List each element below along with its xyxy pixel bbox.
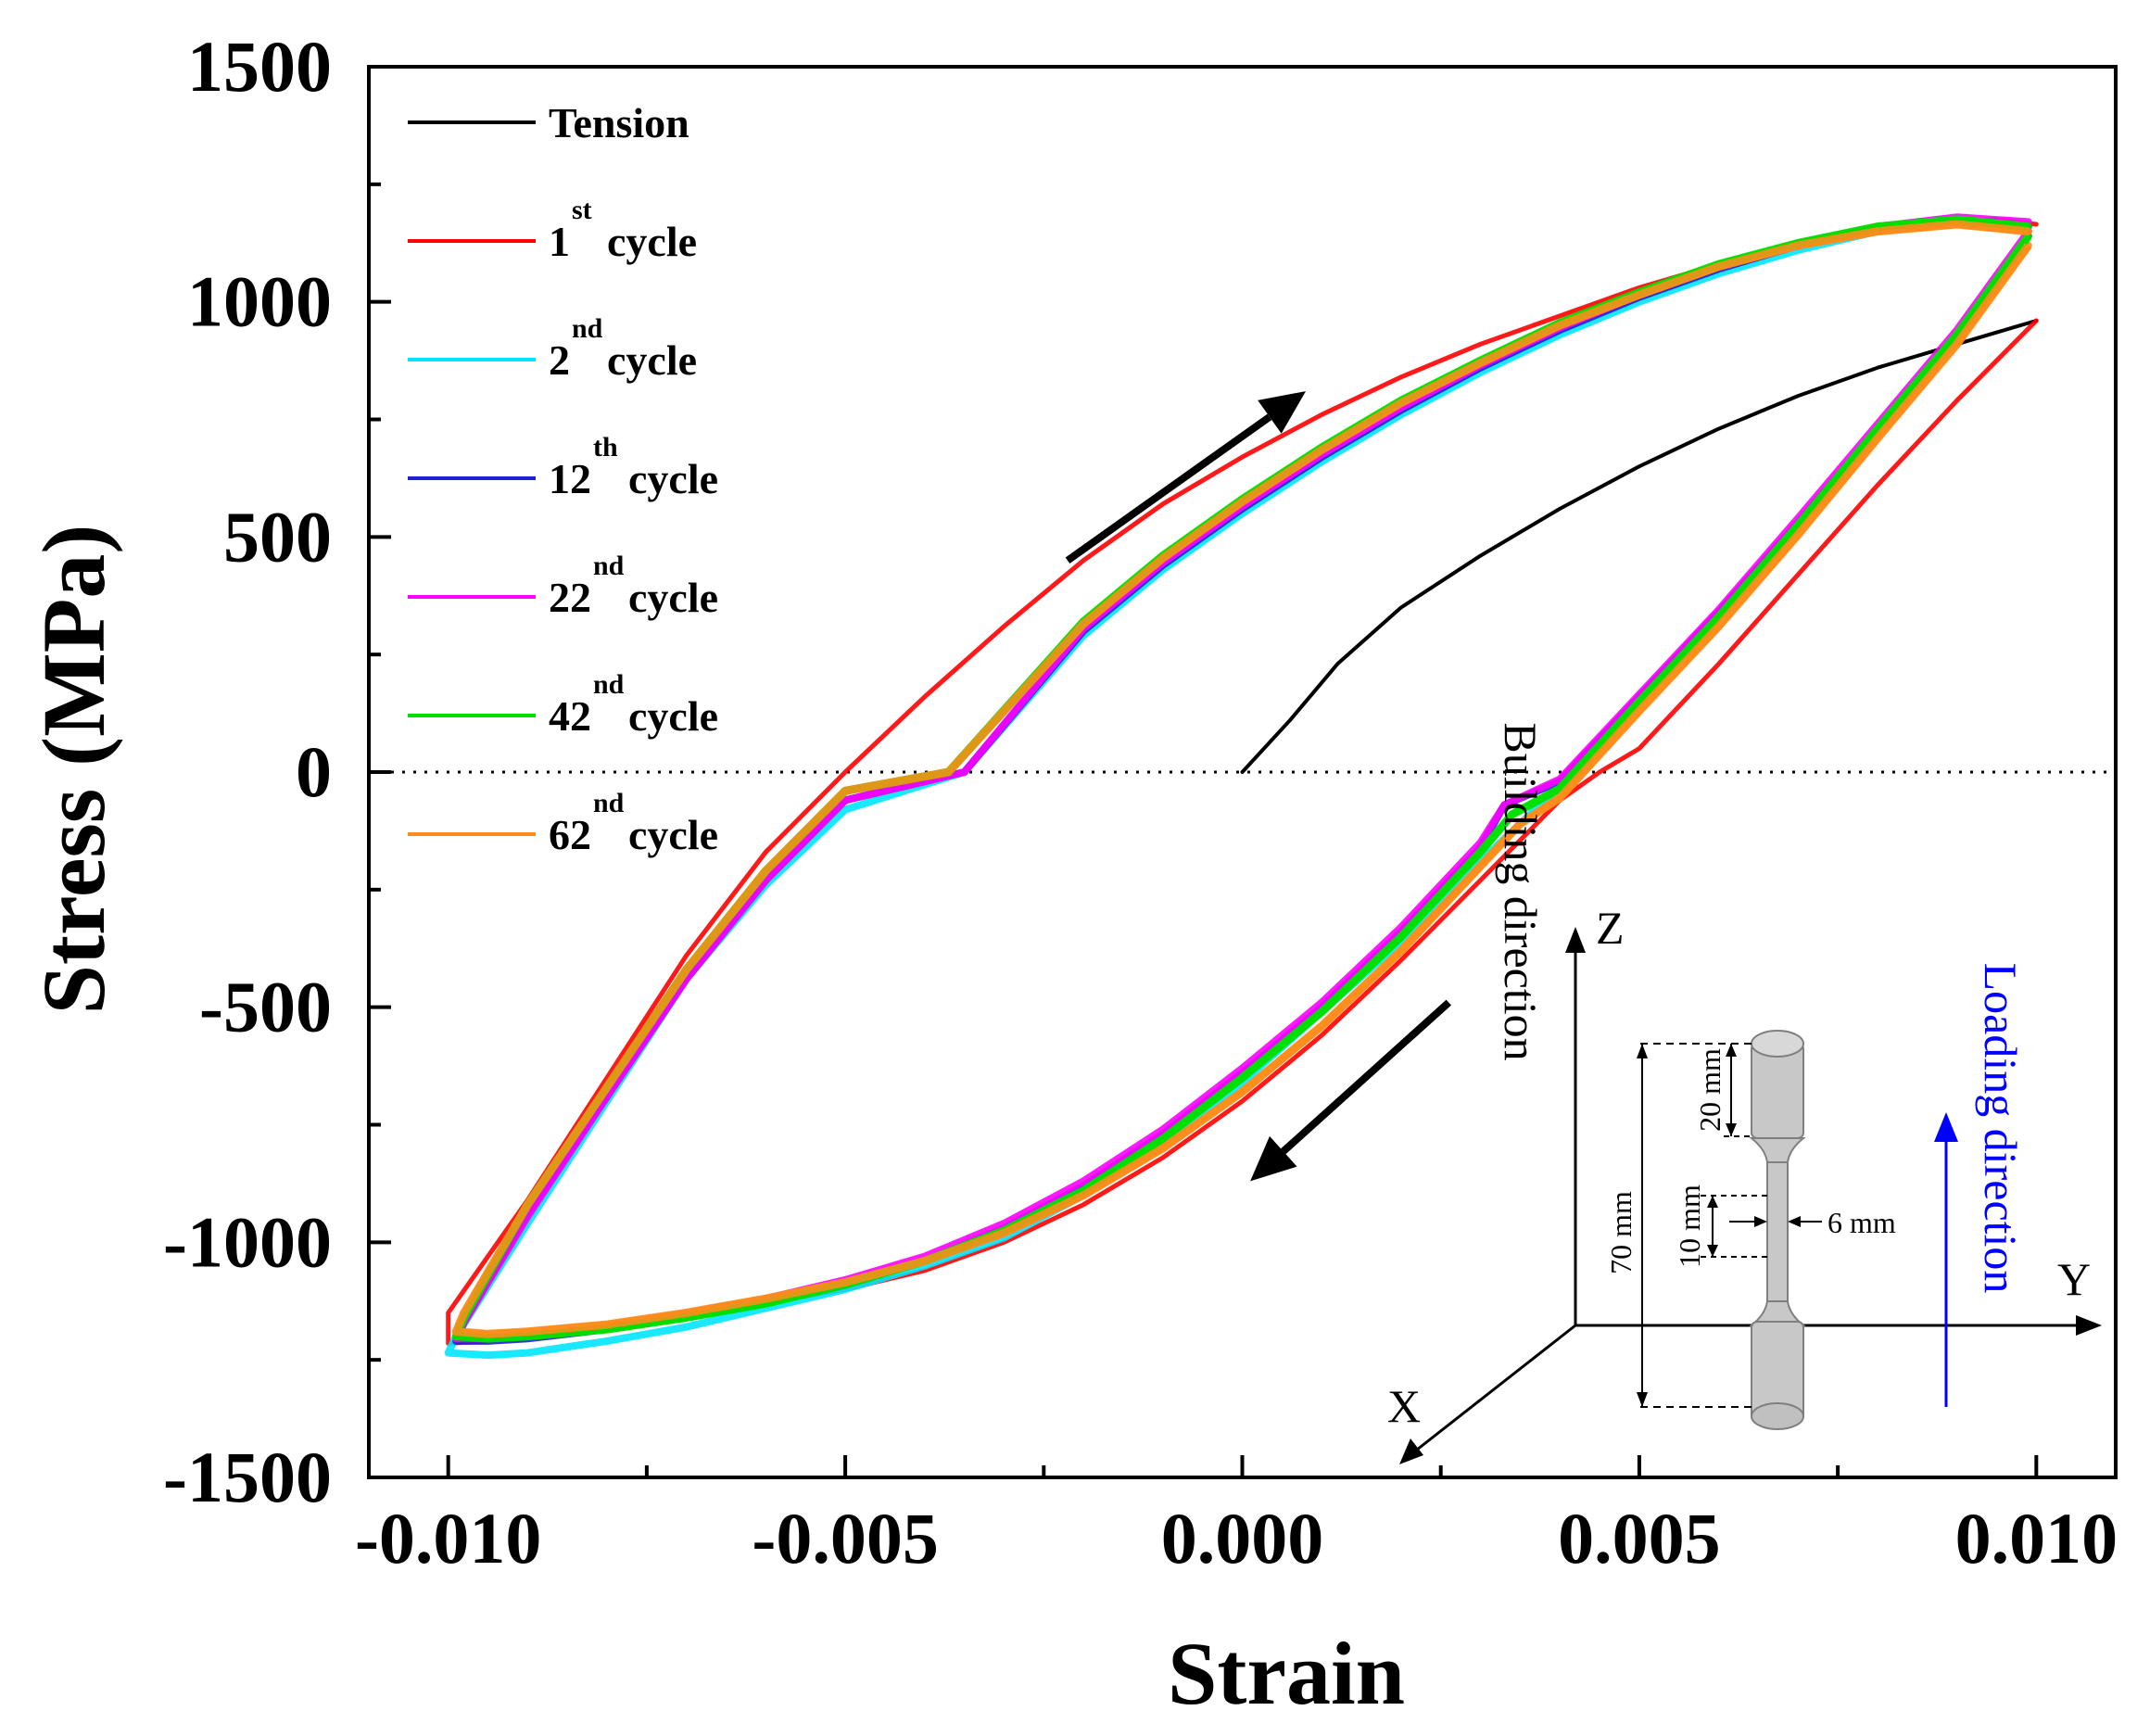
dim-20-arrow-top bbox=[1726, 1044, 1737, 1057]
legend-label-suffix: cycle bbox=[628, 574, 718, 621]
x-tick-label: 0.000 bbox=[1161, 1498, 1324, 1578]
arrow-head-2 bbox=[1250, 1135, 1297, 1182]
legend-label-sup: st bbox=[572, 195, 592, 225]
dim-10-arrow-top bbox=[1707, 1196, 1718, 1208]
legend-label-main: Tension bbox=[549, 99, 689, 146]
legend-label-main: 2 bbox=[549, 336, 570, 384]
dim-70-arrow-bottom bbox=[1637, 1392, 1648, 1407]
z-axis-arrowhead bbox=[1565, 927, 1586, 953]
dim-6-label: 6 mm bbox=[1828, 1206, 1896, 1239]
legend-label-main: 62 bbox=[549, 811, 591, 858]
series-line-2nd-cycle bbox=[444, 218, 2032, 1360]
dim-70-arrow-top bbox=[1637, 1044, 1648, 1058]
specimen-inset: Z Y X Building direction Loading directi… bbox=[1387, 722, 2102, 1464]
legend-label-sup: nd bbox=[572, 313, 603, 344]
series-lines bbox=[444, 213, 2039, 1360]
legend-label-sup: th bbox=[593, 432, 618, 463]
legend-label-suffix: cycle bbox=[628, 811, 718, 858]
specimen-gauge-section bbox=[1766, 1161, 1789, 1302]
axis-ticks: -0.010 -0.005 0.000 0.005 0.010 -1500 -1000 -50… bbox=[163, 26, 2118, 1578]
arrow-shaft-2 bbox=[1281, 999, 1451, 1155]
y-axis-label: Y bbox=[2057, 1253, 2091, 1305]
y-tick-label: -1500 bbox=[163, 1437, 332, 1517]
legend-label-suffix: cycle bbox=[628, 455, 718, 502]
loading-direction-label: Loading direction bbox=[1975, 963, 2027, 1294]
x-tick-label: -0.005 bbox=[752, 1498, 938, 1578]
y-tick-label: 0 bbox=[296, 731, 332, 812]
x-axis-label: X bbox=[1387, 1380, 1421, 1432]
legend-label-suffix: cycle bbox=[607, 218, 697, 265]
series-line-22nd-cycle bbox=[452, 213, 2032, 1343]
y-tick-label: -500 bbox=[199, 967, 332, 1047]
legend-label-suffix: cycle bbox=[607, 336, 697, 384]
legend-label-main: 42 bbox=[549, 692, 591, 740]
specimen-upper-cap bbox=[1751, 1030, 1804, 1058]
y-tick-label: 500 bbox=[223, 496, 332, 577]
arrow-head-1 bbox=[1258, 391, 1306, 434]
x-tick-label: 0.005 bbox=[1558, 1498, 1721, 1578]
specimen-lower-cap bbox=[1751, 1402, 1804, 1430]
y-tick-label: 1500 bbox=[187, 26, 332, 107]
arrow-shaft-1 bbox=[1065, 413, 1272, 564]
dim-6-right-arrowhead bbox=[1788, 1216, 1801, 1227]
y-tick-label: -1000 bbox=[163, 1201, 332, 1282]
building-direction-label: Building direction bbox=[1495, 722, 1547, 1060]
legend-label-sup: nd bbox=[593, 551, 625, 581]
dim-70-label: 70 mm bbox=[1604, 1191, 1638, 1274]
dim-20-arrow-bottom bbox=[1726, 1123, 1737, 1136]
dim-20-label: 20 mm bbox=[1693, 1048, 1726, 1132]
dim-6-left-arrowhead bbox=[1754, 1216, 1767, 1227]
dim-10-label: 10 mm bbox=[1673, 1185, 1706, 1268]
legend-label-suffix: cycle bbox=[628, 692, 718, 740]
x-tick-label: 0.010 bbox=[1955, 1498, 2118, 1578]
series-line-12th-cycle bbox=[452, 218, 2032, 1345]
z-axis-label: Z bbox=[1596, 902, 1625, 954]
legend-label-main: 1 bbox=[549, 218, 570, 265]
series-line-62nd-cycle bbox=[452, 221, 2032, 1338]
legend-label-sup: nd bbox=[593, 669, 625, 700]
y-axis-arrowhead bbox=[2076, 1315, 2102, 1336]
x-axis-line bbox=[1411, 1324, 1576, 1455]
specimen-upper-grip bbox=[1751, 1043, 1804, 1139]
legend-label-main: 22 bbox=[549, 574, 591, 621]
y-axis-title: Stress (MPa) bbox=[24, 525, 123, 1015]
x-axis-title: Strain bbox=[1168, 1624, 1405, 1723]
loading-direction-arrowhead bbox=[1934, 1112, 1958, 1142]
series-overlay-42nd-cycle bbox=[451, 215, 2032, 1343]
y-tick-label: 1000 bbox=[187, 261, 332, 342]
legend-label-sup: nd bbox=[593, 788, 625, 818]
x-axis-arrowhead bbox=[1399, 1438, 1423, 1464]
series-overlay-62nd-cycle bbox=[451, 220, 2032, 1338]
series-line-1st-cycle bbox=[446, 217, 2039, 1346]
dim-10-arrow-bottom bbox=[1707, 1245, 1718, 1257]
legend-label-main: 12 bbox=[549, 455, 591, 502]
direction-arrows bbox=[1065, 391, 1451, 1182]
x-tick-label: -0.010 bbox=[355, 1498, 541, 1578]
series-line-42nd-cycle bbox=[452, 215, 2032, 1343]
legend: Tension1stcycle2ndcycle12thcycle22ndcycl… bbox=[408, 99, 718, 858]
specimen-upper-shoulder bbox=[1749, 1137, 1806, 1163]
